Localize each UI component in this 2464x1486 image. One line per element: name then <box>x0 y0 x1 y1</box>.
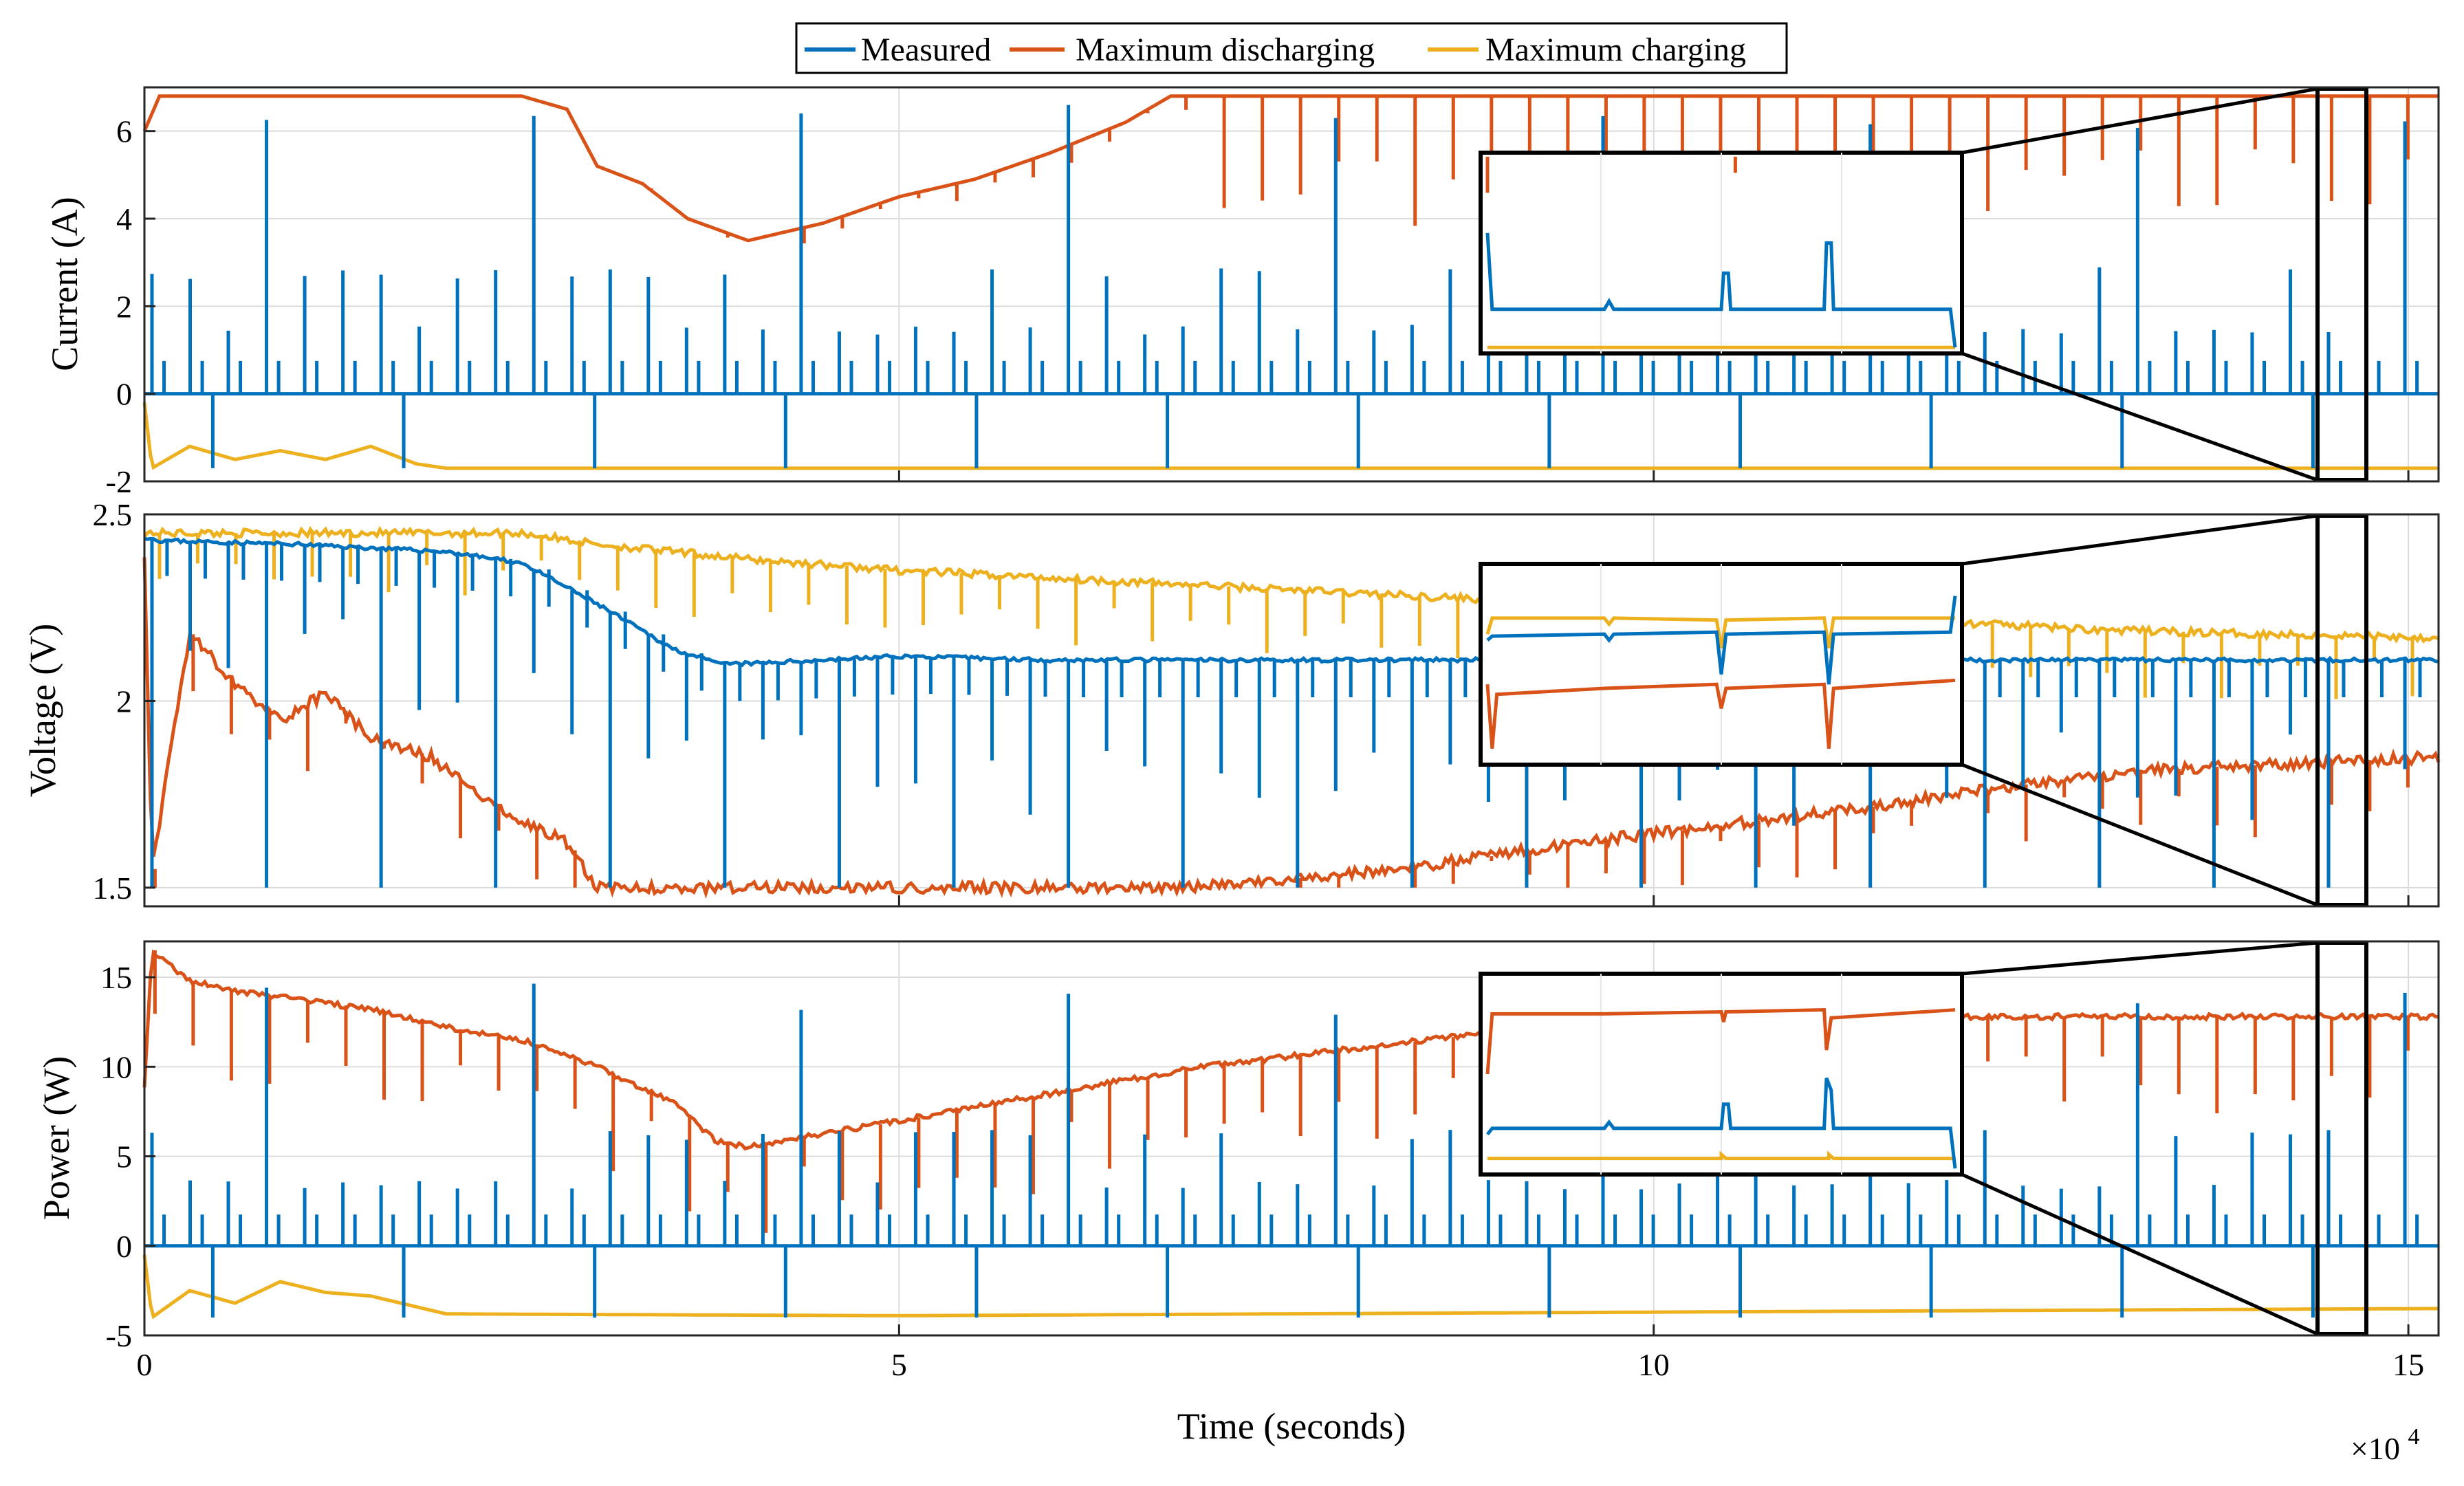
current-ytick-label-4: 6 <box>116 114 132 149</box>
voltage-inset-series-measured <box>1486 596 1957 685</box>
current-zoom-inset <box>1479 87 2368 482</box>
voltage-axes-frame <box>143 513 2440 908</box>
voltage-zoom-inset <box>1479 514 2368 907</box>
current-ytick-label-1: 0 <box>116 377 132 412</box>
voltage-zoom-connector-bottom <box>1961 763 2318 907</box>
power-y-ticks: -5 0 5 10 15 <box>100 960 155 1353</box>
power-inset-series-measured <box>1486 1077 1957 1169</box>
voltage-inset-series-max-charging <box>1485 616 1955 649</box>
power-zoom-region <box>2315 941 2368 1336</box>
power-ytick-label-1: 0 <box>116 1229 132 1264</box>
power-ytick-label-3: 10 <box>100 1049 132 1084</box>
power-plot-area <box>144 941 2439 1335</box>
voltage-y-ticks: 1.5 2 2.5 <box>93 497 155 906</box>
current-series-max-charging <box>142 402 2439 470</box>
power-panel: -5 0 5 10 15 Power (W) <box>36 940 2440 1353</box>
voltage-ytick-label-1: 2 <box>116 684 132 719</box>
current-ytick-label-3: 4 <box>116 201 132 237</box>
x-axis-exponent: ×10 4 <box>2351 1424 2419 1466</box>
power-inset-series-max-discharging <box>1485 1008 1956 1075</box>
voltage-ytick-label-0: 1.5 <box>93 871 133 906</box>
power-ytick-label-4: 15 <box>100 960 132 995</box>
current-ytick-label-0: -2 <box>106 464 132 499</box>
x-axis-label: Time (seconds) <box>1177 1406 1406 1447</box>
current-series <box>142 94 2439 470</box>
voltage-ytick-label-2: 2.5 <box>93 497 133 532</box>
power-inset-series-max-charging <box>1487 1150 1955 1161</box>
current-series-measured <box>144 105 2439 468</box>
voltage-zoom-connector-top <box>1961 514 2318 566</box>
power-series-measured <box>144 981 2439 1318</box>
xtick-label-3: 15 <box>2392 1347 2424 1382</box>
x-axis-exponent-power: 4 <box>2408 1424 2419 1450</box>
power-y-label: Power (W) <box>36 1056 77 1220</box>
current-ytick-label-2: 2 <box>116 289 132 324</box>
current-plot-area <box>144 87 2439 481</box>
voltage-y-label: Voltage (V) <box>22 624 63 797</box>
voltage-zoom-region <box>2315 514 2368 907</box>
xtick-label-1: 5 <box>891 1347 907 1382</box>
current-zoom-connector-bottom <box>1961 351 2318 482</box>
xtick-label-2: 10 <box>1638 1347 1670 1382</box>
x-ticks: 0 5 10 15 <box>137 470 2424 1382</box>
legend-label-measured: Measured <box>861 32 991 68</box>
xtick-label-0: 0 <box>137 1347 153 1382</box>
current-zoom-region <box>2315 87 2368 482</box>
legend-label-max-charging: Maximum charging <box>1485 32 1746 68</box>
current-inset-series-max-discharging <box>1485 156 1737 193</box>
current-zoom-connector-top <box>1961 87 2318 155</box>
power-zoom-connector-top <box>1961 941 2318 976</box>
current-panel: -2 0 2 4 6 Current (A) <box>44 86 2440 499</box>
voltage-panel: 1.5 2 2.5 Voltage (V) <box>22 497 2441 908</box>
current-y-ticks: -2 0 2 4 6 <box>106 114 155 499</box>
legend-label-max-discharging: Maximum discharging <box>1076 32 1375 68</box>
current-inset-series-measured <box>1485 232 1957 348</box>
current-axes-frame <box>143 86 2440 483</box>
legend: Measured Maximum discharging Maximum cha… <box>795 22 1788 74</box>
current-y-label: Current (A) <box>44 197 85 371</box>
power-series-max-charging <box>142 1254 2439 1320</box>
voltage-plot-area <box>144 514 2439 906</box>
power-ytick-label-2: 5 <box>116 1139 132 1174</box>
legend-box <box>795 22 1788 74</box>
power-ytick-label-0: -5 <box>106 1318 132 1353</box>
voltage-inset-series-max-discharging <box>1485 678 1956 749</box>
x-axis-exponent-base: ×10 <box>2351 1431 2400 1466</box>
power-zoom-inset <box>1479 941 2368 1336</box>
power-axes-frame <box>143 940 2440 1337</box>
power-zoom-connector-bottom <box>1961 1172 2319 1336</box>
